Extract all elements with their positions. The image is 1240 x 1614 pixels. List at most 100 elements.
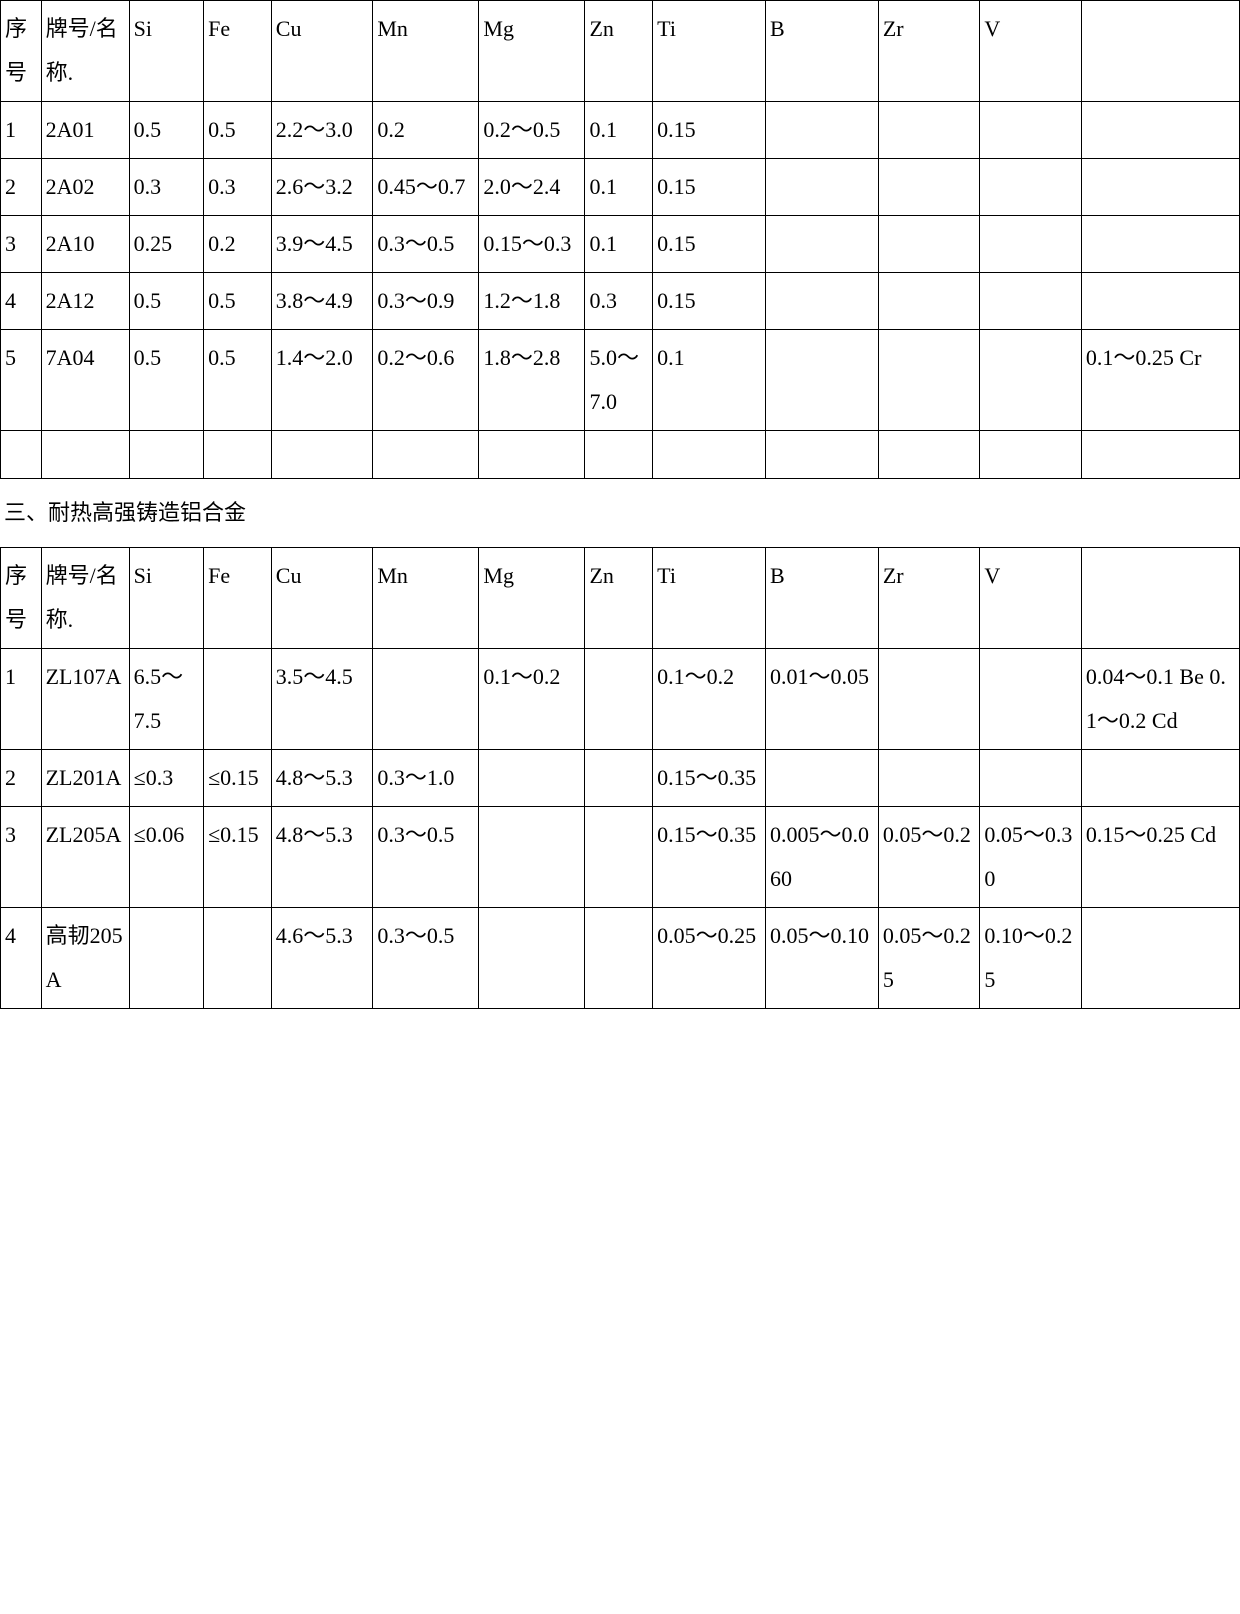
cell: 6.5～7.5 — [129, 649, 203, 750]
table-row: 1 2A01 0.5 0.5 2.2～3.0 0.2 0.2～0.5 0.1 0… — [1, 102, 1240, 159]
cell: 3.8～4.9 — [271, 273, 373, 330]
col-header: Fe — [204, 548, 272, 649]
cell: 0.1～0.2 — [653, 649, 766, 750]
cell: 4 — [1, 273, 42, 330]
cell: 4.8～5.3 — [271, 750, 373, 807]
cell: 0.1 — [585, 102, 653, 159]
cell: 0.1～0.2 — [479, 649, 585, 750]
col-header: V — [980, 548, 1082, 649]
table-row: 3 ZL205A ≤0.06 ≤0.15 4.8～5.3 0.3～0.5 0.1… — [1, 807, 1240, 908]
col-header: Mn — [373, 548, 479, 649]
cell — [766, 216, 879, 273]
cell: 0.05～0.30 — [980, 807, 1082, 908]
cell: 0.2 — [204, 216, 272, 273]
cell: 0.2 — [373, 102, 479, 159]
table-row: 5 7A04 0.5 0.5 1.4～2.0 0.2～0.6 1.8～2.8 5… — [1, 330, 1240, 431]
table-header-row: 序号 牌号/名称. Si Fe Cu Mn Mg Zn Ti B Zr V — [1, 548, 1240, 649]
col-header: Mn — [373, 1, 479, 102]
cell: 0.05～0.10 — [766, 908, 879, 1009]
cell: 3 — [1, 807, 42, 908]
cell: 1.4～2.0 — [271, 330, 373, 431]
cell: 4 — [1, 908, 42, 1009]
col-header: Zn — [585, 1, 653, 102]
cell — [980, 159, 1082, 216]
cell — [1081, 750, 1239, 807]
cell — [878, 273, 980, 330]
cell: ZL107A — [41, 649, 129, 750]
cell — [1081, 102, 1239, 159]
cell — [980, 216, 1082, 273]
cell — [585, 807, 653, 908]
cell: 0.1～0.25 Cr — [1081, 330, 1239, 431]
cell: 0.3 — [204, 159, 272, 216]
cell — [980, 273, 1082, 330]
cell: 0.5 — [204, 273, 272, 330]
cell: 0.3～0.9 — [373, 273, 479, 330]
cell: 0.15 — [653, 216, 766, 273]
cell: 0.2～0.5 — [479, 102, 585, 159]
cell: 0.15～0.3 — [479, 216, 585, 273]
cell — [878, 330, 980, 431]
table-row: 2 ZL201A ≤0.3 ≤0.15 4.8～5.3 0.3～1.0 0.15… — [1, 750, 1240, 807]
cell — [129, 908, 203, 1009]
cell — [878, 216, 980, 273]
cell — [204, 649, 272, 750]
table-row: 4 高韧205A 4.6～5.3 0.3～0.5 0.05～0.25 0.05～… — [1, 908, 1240, 1009]
cell: 2A02 — [41, 159, 129, 216]
cell — [980, 330, 1082, 431]
col-header: Cu — [271, 1, 373, 102]
cell — [766, 330, 879, 431]
col-header: 牌号/名称. — [41, 548, 129, 649]
cell: 0.3～1.0 — [373, 750, 479, 807]
cell: ≤0.06 — [129, 807, 203, 908]
alloy-table-2: 序号 牌号/名称. Si Fe Cu Mn Mg Zn Ti B Zr V 1 … — [0, 547, 1240, 1009]
cell: ZL201A — [41, 750, 129, 807]
cell: 0.10～0.25 — [980, 908, 1082, 1009]
cell: 0.5 — [129, 273, 203, 330]
cell: 5 — [1, 330, 42, 431]
cell — [766, 102, 879, 159]
cell: 1 — [1, 102, 42, 159]
col-header: 牌号/名称. — [41, 1, 129, 102]
cell — [878, 102, 980, 159]
cell: ≤0.15 — [204, 807, 272, 908]
col-header: Cu — [271, 548, 373, 649]
cell: 2A01 — [41, 102, 129, 159]
cell — [980, 649, 1082, 750]
cell: 0.15 — [653, 159, 766, 216]
col-header — [1081, 1, 1239, 102]
col-header: 序号 — [1, 548, 42, 649]
cell — [585, 649, 653, 750]
cell: 0.15 — [653, 273, 766, 330]
cell — [766, 750, 879, 807]
table-row: 1 ZL107A 6.5～7.5 3.5～4.5 0.1～0.2 0.1～0.2… — [1, 649, 1240, 750]
cell: 0.3 — [129, 159, 203, 216]
cell: 0.2～0.6 — [373, 330, 479, 431]
cell — [766, 273, 879, 330]
cell: 2 — [1, 750, 42, 807]
cell: 2.2～3.0 — [271, 102, 373, 159]
cell: 0.15～0.35 — [653, 807, 766, 908]
cell — [479, 807, 585, 908]
cell: 1 — [1, 649, 42, 750]
cell: 0.3～0.5 — [373, 807, 479, 908]
cell: 4.6～5.3 — [271, 908, 373, 1009]
cell: 2A10 — [41, 216, 129, 273]
col-header: Zr — [878, 1, 980, 102]
cell — [878, 750, 980, 807]
col-header: Ti — [653, 548, 766, 649]
cell: 0.25 — [129, 216, 203, 273]
cell: 0.3 — [585, 273, 653, 330]
cell — [204, 908, 272, 1009]
cell — [878, 649, 980, 750]
cell: 0.3～0.5 — [373, 908, 479, 1009]
cell: 0.5 — [204, 330, 272, 431]
table-row: 4 2A12 0.5 0.5 3.8～4.9 0.3～0.9 1.2～1.8 0… — [1, 273, 1240, 330]
table-row: 2 2A02 0.3 0.3 2.6～3.2 0.45～0.7 2.0～2.4 … — [1, 159, 1240, 216]
cell — [1081, 159, 1239, 216]
table-header-row: 序号 牌号/名称. Si Fe Cu Mn Mg Zn Ti B Zr V — [1, 1, 1240, 102]
cell: 7A04 — [41, 330, 129, 431]
cell: 0.1 — [585, 216, 653, 273]
alloy-table-1: 序号 牌号/名称. Si Fe Cu Mn Mg Zn Ti B Zr V 1 … — [0, 0, 1240, 479]
col-header: B — [766, 1, 879, 102]
